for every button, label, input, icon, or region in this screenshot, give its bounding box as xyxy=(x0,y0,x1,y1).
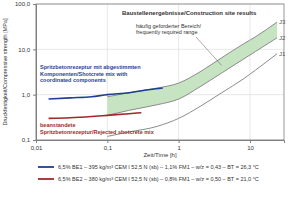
band-label-line: frequently required range xyxy=(136,29,197,35)
y-tick: 10,0 xyxy=(18,47,36,53)
reference-label: J1 xyxy=(279,51,286,57)
x-axis-line xyxy=(37,141,285,144)
x-tick-label: 10 xyxy=(247,145,254,151)
annotation-line: Komponenten/Shotcrete mix with xyxy=(40,71,128,77)
x-axis: 0,01 0,1 1 10 xyxy=(31,140,285,151)
x-tick-label: 0,1 xyxy=(104,145,113,151)
y-tick-label: 100,0 xyxy=(15,1,31,7)
y-tick-label: 10,0 xyxy=(18,47,30,53)
reference-line xyxy=(107,22,277,97)
y-tick-label: 1,0 xyxy=(22,92,31,98)
annotation-line: Spritzbetonrezeptur/Rejected shotcrete m… xyxy=(40,129,155,135)
x-tick: 0,01 xyxy=(31,140,43,151)
grid-line xyxy=(249,4,250,140)
plot-frame xyxy=(36,4,284,140)
series-annotation: beanstandeteSpritzbetonrezeptur/Rejected… xyxy=(40,122,155,134)
x-tick: 0,1 xyxy=(104,140,113,151)
y-tick: 100,0 xyxy=(15,1,36,7)
x-tick-mark xyxy=(179,140,180,143)
y-tick-label: 0,1 xyxy=(22,137,31,143)
x-tick-mark xyxy=(250,140,251,143)
legend-label: 6,5% BE1 – 395 kg/m³ CEM I 52,5 N (sb) –… xyxy=(58,164,259,170)
y-axis: 0,1 1,0 10,0 100,0 xyxy=(15,1,37,143)
y-axis-title: Druckfestigkeit/Compressive strength [MP… xyxy=(2,18,8,125)
x-tick-mark xyxy=(107,140,108,143)
reference-label: J3 xyxy=(279,19,286,25)
legend-swatch xyxy=(38,166,54,168)
grid xyxy=(36,4,284,140)
annotation-line: beanstandete xyxy=(40,122,75,128)
series-line xyxy=(49,113,142,119)
y-tick-mark xyxy=(33,140,36,141)
x-tick-label: 0,01 xyxy=(31,145,43,151)
legend: 6,5% BE1 – 395 kg/m³ CEM I 52,5 N (sb) –… xyxy=(38,164,259,182)
band-label: häufig geforderter Bereich/frequently re… xyxy=(136,23,202,35)
series-annotation: Spritzbetonrezeptur mit abgestimmtenKomp… xyxy=(40,64,141,83)
x-tick: 1 xyxy=(177,140,181,151)
annotation-line: Spritzbetonrezeptur mit abgestimmten xyxy=(40,64,141,70)
legend-swatch xyxy=(38,178,54,180)
leader-line xyxy=(196,37,222,65)
y-tick: 1,0 xyxy=(22,92,36,98)
legend-label: 6,5% BE2 – 380 kg/m³ CEM I 52,5 N (sb) –… xyxy=(58,176,259,182)
x-tick: 10 xyxy=(247,140,254,151)
plot: 0,010,11100,11,010,0100,0 xyxy=(15,1,285,150)
y-axis-line xyxy=(33,5,37,141)
annotation-line: coordinated components xyxy=(40,77,106,83)
series-line xyxy=(49,88,163,99)
y-tick-mark xyxy=(33,95,36,96)
title: Baustellenergebnisse/Construction site r… xyxy=(122,10,257,16)
band-label-line: häufig geforderter Bereich/ xyxy=(136,23,202,29)
x-tick-label: 1 xyxy=(177,145,181,151)
y-tick-mark xyxy=(33,4,36,5)
x-axis-title: Zeit/Time [h] xyxy=(143,152,176,158)
chart: 0,010,11100,11,010,0100,0Zeit/Time [h]Dr… xyxy=(0,0,300,200)
y-tick: 0,1 xyxy=(22,137,36,143)
y-tick-mark xyxy=(33,49,36,50)
reference-label: J2 xyxy=(279,35,286,41)
